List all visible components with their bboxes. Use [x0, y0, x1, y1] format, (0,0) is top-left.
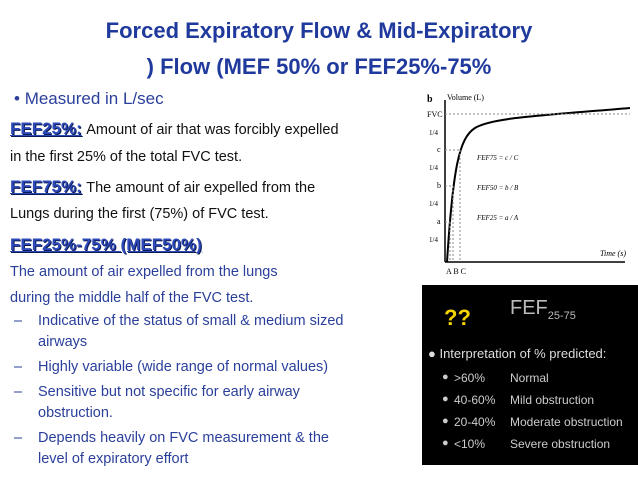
- title-line: Forced Expiratory Flow & Mid-Expiratory: [105, 18, 533, 43]
- title-line: ) Flow (MEF 50% or FEF25%-75%: [146, 54, 492, 79]
- meaning: Mild obstruction: [510, 393, 595, 407]
- label: FVC: [427, 110, 443, 119]
- point-text: level of expiratory effort: [38, 451, 189, 467]
- box-title: FEF25-75: [510, 297, 576, 322]
- dash: –: [14, 313, 23, 329]
- text: Amount of air that was forcibly expelled: [86, 122, 339, 138]
- label: FEF75 = c / C: [476, 154, 519, 162]
- mef-heading: FEF25%-75% (MEF50%): [10, 235, 202, 254]
- label: 1/4: [429, 200, 438, 208]
- dash: –: [14, 384, 23, 400]
- point-text: Depends heavily on FVC measurement & the: [38, 430, 329, 446]
- term: FEF75%:: [10, 177, 82, 196]
- label: 1/4: [429, 129, 438, 137]
- dot: ●: [442, 371, 449, 383]
- definition: FEF75%: The amount of air expelled from …: [10, 177, 315, 197]
- point-text: Highly variable (wide range of normal va…: [38, 359, 329, 375]
- label: FEF25 = a / A: [476, 214, 519, 222]
- label: FEF50 = b / B: [476, 184, 519, 192]
- term: FEF25%:: [10, 119, 82, 138]
- bullet: • Measured in L/sec: [14, 89, 164, 108]
- point-text: Indicative of the status of small & medi…: [38, 313, 344, 329]
- text: Lungs during the first (75%) of FVC test…: [10, 206, 269, 222]
- guides: [445, 113, 630, 262]
- label: c: [437, 145, 441, 154]
- point-text: obstruction.: [38, 405, 113, 421]
- dash: –: [14, 359, 23, 375]
- mark: ??: [444, 305, 471, 330]
- label: 1/4: [429, 236, 438, 244]
- dot: ●: [442, 437, 449, 449]
- range: <10%: [454, 437, 486, 451]
- range: 20-40%: [454, 415, 496, 429]
- figure: b Volume (L) FVC 1/4 1/4 1/4 1/4 c b a F…: [427, 93, 631, 276]
- point-text: Sensitive but not specific for early air…: [38, 384, 300, 400]
- label: a: [437, 217, 441, 226]
- label: Volume (L): [447, 93, 484, 102]
- dot: ●: [442, 393, 449, 405]
- label: 1/4: [429, 164, 438, 172]
- text: The amount of air expelled from the: [86, 180, 316, 196]
- text: The amount of air expelled from the lung…: [10, 264, 278, 280]
- meaning: Severe obstruction: [510, 437, 611, 451]
- label: b: [437, 181, 441, 190]
- meaning: Normal: [510, 371, 549, 385]
- subscript: 25-75: [547, 310, 576, 322]
- range: 40-60%: [454, 393, 496, 407]
- label: Time (s): [600, 249, 626, 258]
- meaning: Moderate obstruction: [510, 415, 623, 429]
- text: during the middle half of the FVC test.: [10, 290, 254, 306]
- dash: –: [14, 430, 23, 446]
- box-heading: ● Interpretation of % predicted:: [428, 346, 607, 361]
- title: FEF: [510, 297, 548, 319]
- label: A B C: [446, 267, 466, 276]
- text: in the first 25% of the total FVC test.: [10, 149, 243, 165]
- point-text: airways: [38, 334, 88, 350]
- definition: FEF25%: Amount of air that was forcibly …: [10, 119, 339, 139]
- dot: ●: [442, 415, 449, 427]
- curve: [446, 107, 631, 263]
- range: >60%: [454, 371, 486, 385]
- label: b: [427, 94, 433, 105]
- text: Interpretation of % predicted:: [439, 346, 607, 361]
- bullet-text: Measured in L/sec: [24, 89, 164, 108]
- interpretation-box: ?? FEF25-75 ● Interpretation of % predic…: [422, 285, 638, 465]
